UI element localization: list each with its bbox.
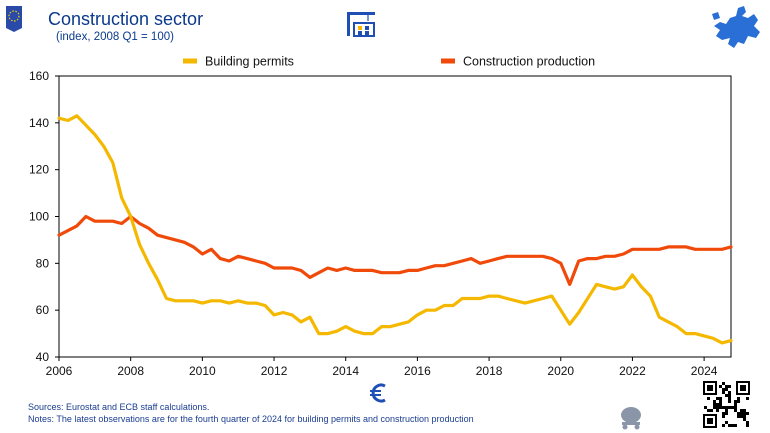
x-tick-label: 2016: [404, 364, 431, 378]
y-tick-label: 160: [29, 69, 49, 83]
x-tick-label: 2010: [189, 364, 216, 378]
y-tick-label: 80: [36, 256, 50, 270]
euro-sign-icon: [370, 383, 386, 403]
eu-flag-book-icon: [6, 6, 22, 32]
series-line-construction-production: [57, 214, 733, 286]
x-tick-label: 2018: [476, 364, 503, 378]
qr-code-icon: [703, 381, 750, 428]
x-tick-label: 2012: [261, 364, 288, 378]
eu-map-icon: [712, 6, 760, 48]
series-lines: [57, 114, 733, 345]
legend-entry: Building permits: [205, 55, 294, 69]
plot-frame: [58, 75, 732, 358]
x-tick-label: 2022: [619, 364, 646, 378]
series-line-building-permits: [57, 114, 733, 345]
axes: 40 60 80 100 120 140 160 2006 2008 2010 2012 2014 20…: [29, 69, 732, 378]
chart-subtitle: (index, 2008 Q1 = 100): [56, 31, 174, 43]
y-tick-label: 140: [29, 116, 49, 130]
x-tick-label: 2014: [332, 364, 359, 378]
x-tick-label: 2008: [117, 364, 144, 378]
x-tick-label: 2024: [691, 364, 718, 378]
x-tick-label: 2006: [46, 364, 73, 378]
sources-note: Sources: Eurostat and ECB staff calculat…: [28, 402, 210, 412]
latest-observations-note: Notes: The latest observations are for t…: [28, 414, 474, 424]
y-tick-label: 60: [36, 303, 50, 317]
legend-entry: Construction production: [463, 55, 595, 69]
y-tick-label: 100: [29, 210, 49, 224]
cement-mixer-icon: [621, 407, 641, 430]
y-tick-label: 120: [29, 163, 49, 177]
legend: Building permits Construction production: [183, 55, 595, 69]
construction-crane-icon: [347, 12, 375, 37]
chart-title: Construction sector: [48, 9, 204, 29]
x-tick-label: 2020: [547, 364, 574, 378]
y-tick-label: 40: [36, 350, 50, 364]
